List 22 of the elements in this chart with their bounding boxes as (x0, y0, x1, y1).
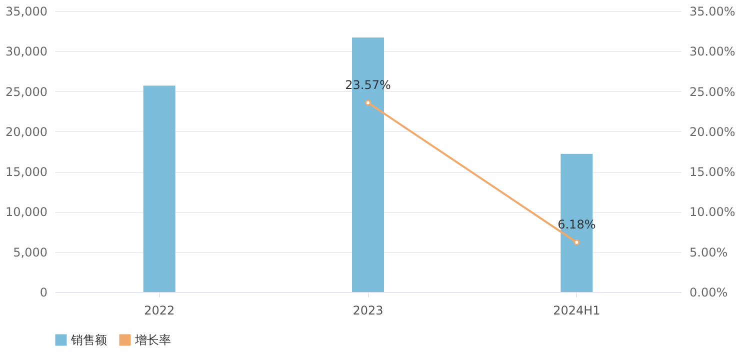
y-tick-label: 0 (40, 286, 48, 300)
y-tick-label: 5,000 (13, 245, 48, 260)
legend-label: 销售额 (70, 333, 107, 347)
legend-label: 增长率 (134, 333, 171, 347)
y-tick-label: 20,000 (6, 124, 48, 139)
y2-tick-label: 0.00% (690, 286, 728, 300)
y-tick-label: 25,000 (6, 84, 48, 99)
y2-tick-label: 35.00% (690, 4, 736, 18)
y2-tick-label: 30.00% (690, 44, 736, 59)
y-tick-label: 15,000 (6, 165, 48, 180)
x-tick-label: 2024H1 (553, 304, 600, 318)
y2-tick-label: 20.00% (690, 124, 736, 139)
y2-tick-label: 5.00% (690, 245, 728, 260)
y2-tick-label: 10.00% (690, 205, 736, 220)
y-tick-label: 10,000 (6, 205, 48, 220)
bar (143, 86, 176, 292)
y-tick-label: 30,000 (6, 44, 48, 59)
x-tick-label: 2023 (352, 304, 384, 318)
y-tick-label: 35,000 (6, 4, 48, 18)
x-tick-label: 2022 (144, 304, 175, 318)
y2-tick-label: 15.00% (690, 165, 736, 180)
y2-tick-label: 25.00% (690, 84, 736, 99)
